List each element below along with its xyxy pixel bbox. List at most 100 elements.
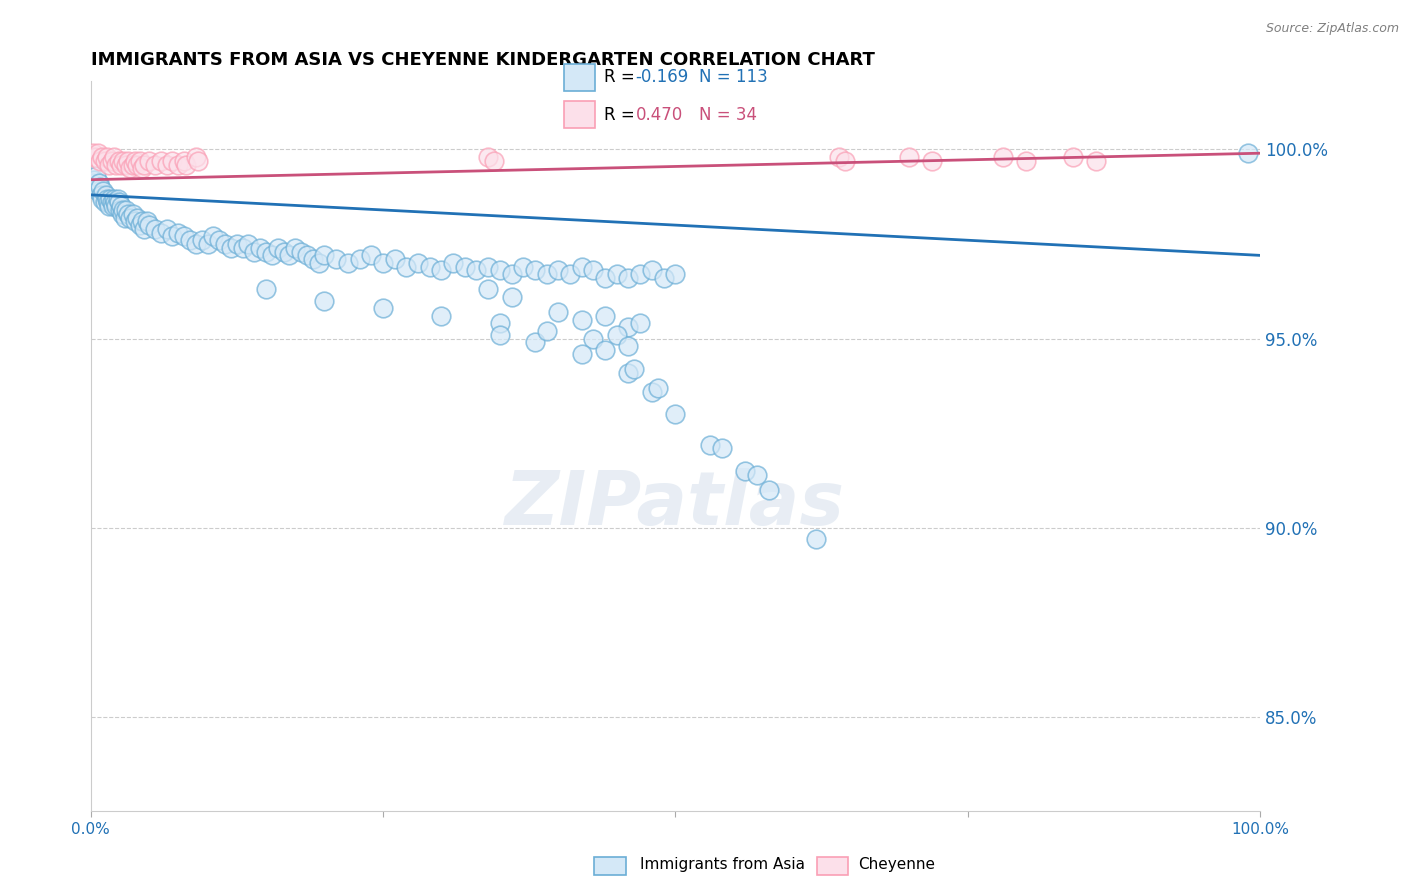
Point (652, 271, 675, 285)
Point (384, 252, 406, 267)
Point (101, 199, 124, 213)
Point (96, 150, 118, 164)
Point (606, 327, 628, 342)
Point (582, 263, 605, 277)
Point (501, 290, 523, 304)
Point (536, 324, 558, 338)
Point (197, 237, 219, 252)
Point (617, 320, 640, 334)
Point (1015, 153, 1038, 168)
Point (512, 260, 534, 274)
Point (131, 214, 153, 228)
Point (107, 153, 129, 168)
Point (100, 153, 122, 168)
Point (617, 366, 640, 380)
Point (699, 437, 721, 451)
Point (489, 263, 512, 277)
Point (371, 301, 394, 316)
Point (1085, 153, 1108, 168)
Point (295, 248, 318, 262)
Point (90, 187, 112, 202)
Point (582, 332, 605, 346)
Point (162, 153, 184, 168)
Point (745, 467, 768, 482)
Point (606, 267, 628, 281)
Point (314, 293, 336, 308)
Bar (564, 101, 595, 128)
Point (138, 153, 160, 168)
Point (489, 327, 512, 342)
Point (112, 202, 135, 217)
Point (117, 153, 139, 168)
Text: R =: R = (603, 105, 640, 123)
Text: IMMIGRANTS FROM ASIA VS CHEYENNE KINDERGARTEN CORRELATION CHART: IMMIGRANTS FROM ASIA VS CHEYENNE KINDERG… (90, 51, 875, 69)
Point (143, 222, 166, 236)
Point (143, 157, 166, 171)
Point (134, 157, 156, 171)
Bar (595, 857, 626, 875)
Point (454, 260, 477, 274)
Point (647, 381, 669, 395)
Point (128, 218, 150, 232)
Point (86, 169, 108, 183)
Point (711, 442, 734, 456)
Point (571, 347, 593, 361)
Point (371, 256, 394, 270)
Point (98, 199, 121, 213)
Point (238, 237, 260, 252)
Point (86, 184, 108, 198)
Point (558, 267, 581, 281)
Point (100, 192, 122, 206)
Point (430, 263, 453, 277)
Point (103, 192, 125, 206)
Point (149, 153, 172, 168)
Point (898, 150, 921, 164)
Point (138, 218, 160, 232)
Point (184, 237, 207, 252)
Point (173, 229, 195, 244)
Point (86, 146, 108, 161)
Point (628, 317, 651, 331)
Point (156, 157, 179, 171)
Point (93, 184, 115, 198)
Point (617, 339, 640, 353)
Point (121, 157, 143, 171)
Point (593, 271, 616, 285)
Point (91, 150, 114, 164)
Point (1062, 150, 1084, 164)
Point (243, 244, 266, 259)
Point (135, 214, 157, 228)
Point (249, 241, 271, 255)
Point (121, 207, 143, 221)
Point (156, 222, 179, 236)
Point (84, 150, 107, 164)
Point (124, 214, 146, 228)
Point (336, 256, 359, 270)
Point (734, 464, 756, 478)
Point (360, 248, 382, 262)
Point (641, 263, 664, 277)
Point (1237, 146, 1260, 161)
Point (117, 207, 139, 221)
Point (641, 384, 664, 399)
Bar (564, 63, 595, 91)
Point (225, 237, 247, 252)
Point (112, 153, 135, 168)
Point (921, 153, 943, 168)
Point (267, 241, 290, 255)
Point (93, 153, 115, 168)
Point (664, 407, 686, 421)
Point (105, 199, 128, 213)
Point (127, 211, 149, 225)
Point (208, 233, 231, 247)
Text: R =: R = (603, 69, 640, 87)
Point (349, 252, 371, 267)
Text: N = 34: N = 34 (699, 105, 756, 123)
Point (103, 150, 125, 164)
Point (202, 229, 225, 244)
Point (107, 195, 129, 210)
Point (278, 248, 301, 262)
Point (482, 153, 505, 168)
Point (219, 241, 242, 255)
Point (89, 180, 111, 194)
